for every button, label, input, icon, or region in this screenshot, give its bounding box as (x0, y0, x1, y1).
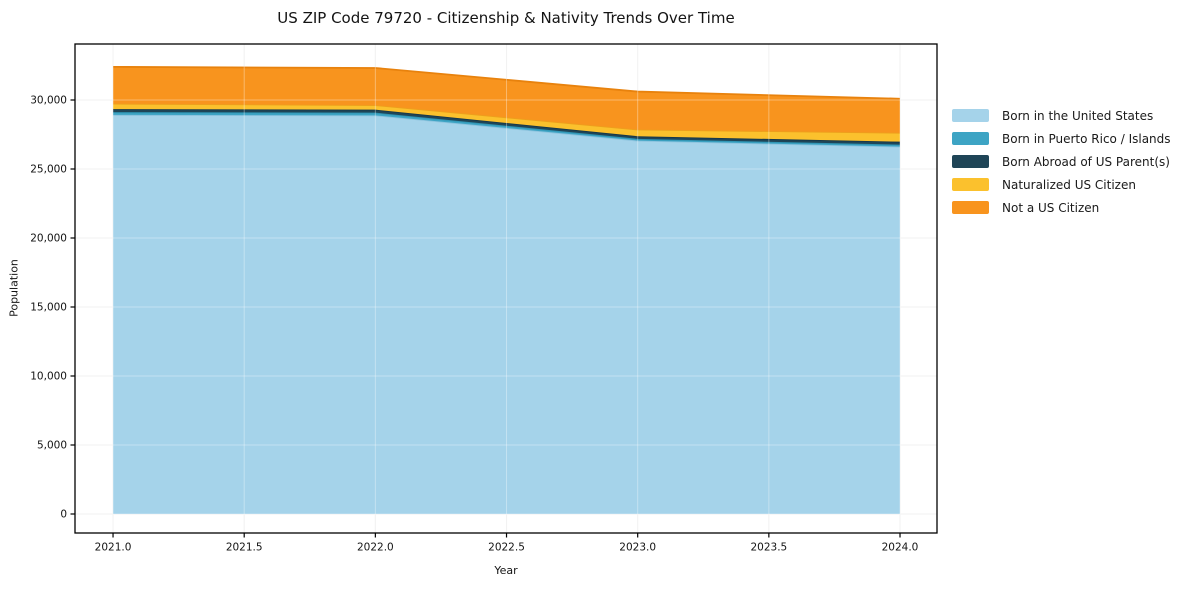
x-tick-label: 2021.0 (95, 542, 132, 554)
legend-swatch-icon (952, 132, 989, 145)
y-axis-label: Population (7, 259, 21, 317)
x-axis-label: Year (494, 564, 518, 577)
area-born-abroad-of-us-parent-s- (113, 109, 901, 145)
legend-swatch-icon (952, 109, 989, 122)
y-tick-label: 10,000 (30, 370, 67, 382)
legend-swatch-icon (952, 201, 989, 214)
legend-label: Born Abroad of US Parent(s) (1002, 154, 1170, 169)
x-tick-label: 2021.5 (226, 542, 263, 554)
y-tick-label: 20,000 (30, 232, 67, 244)
legend-swatch-icon (952, 155, 989, 168)
area-naturalized-us-citizen (113, 103, 901, 142)
x-tick-label: 2023.5 (750, 542, 787, 554)
legend-label: Not a US Citizen (1002, 200, 1100, 215)
legend-item: Not a US Citizen (952, 196, 1171, 219)
y-tick-label: 15,000 (30, 301, 67, 313)
x-tick-label: 2022.0 (357, 542, 394, 554)
area-edge (113, 108, 901, 143)
y-tick-label: 30,000 (30, 95, 67, 107)
area-edge (113, 65, 901, 100)
legend-item: Born in the United States (952, 104, 1171, 127)
area-not-a-us-citizen (113, 66, 901, 133)
x-tick-label: 2022.5 (488, 542, 525, 554)
legend-item: Born Abroad of US Parent(s) (952, 150, 1171, 173)
y-tick-label: 5,000 (37, 439, 67, 451)
x-tick-label: 2024.0 (882, 542, 919, 554)
area-edge (113, 111, 901, 146)
legend-swatch-icon (952, 178, 989, 191)
y-tick-label: 25,000 (30, 163, 67, 175)
legend-label: Born in the United States (1002, 108, 1154, 123)
legend-item: Born in Puerto Rico / Islands (952, 127, 1171, 150)
x-tick-label: 2023.0 (619, 542, 656, 554)
chart-title: US ZIP Code 79720 - Citizenship & Nativi… (277, 9, 735, 27)
legend-label: Naturalized US Citizen (1002, 177, 1136, 192)
area-born-in-the-united-states (113, 114, 901, 514)
y-tick-label: 0 (60, 508, 67, 520)
area-edge (113, 114, 901, 148)
legend-label: Born in Puerto Rico / Islands (1002, 131, 1171, 146)
legend-item: Naturalized US Citizen (952, 173, 1171, 196)
legend: Born in the United States Born in Puerto … (952, 104, 1171, 219)
